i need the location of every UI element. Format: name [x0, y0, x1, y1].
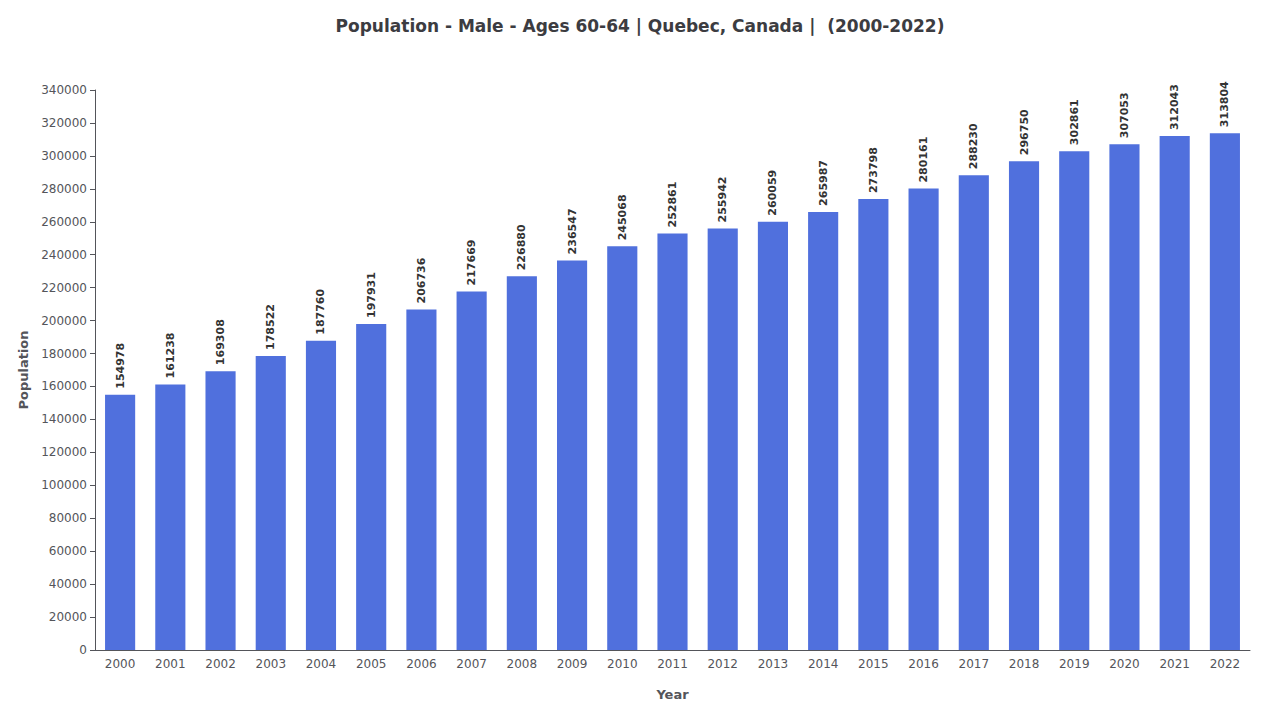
svg-text:2018: 2018: [1009, 657, 1040, 671]
svg-text:Population: Population: [16, 330, 31, 409]
svg-text:2009: 2009: [557, 657, 588, 671]
svg-text:220000: 220000: [41, 281, 87, 295]
svg-text:2008: 2008: [507, 657, 538, 671]
svg-text:80000: 80000: [49, 511, 87, 525]
svg-text:320000: 320000: [41, 116, 87, 130]
svg-text:20000: 20000: [49, 610, 87, 624]
svg-text:273798: 273798: [867, 147, 880, 193]
svg-text:180000: 180000: [41, 347, 87, 361]
svg-text:307053: 307053: [1118, 92, 1131, 138]
svg-text:197931: 197931: [365, 272, 378, 318]
svg-text:280000: 280000: [41, 182, 87, 196]
svg-text:0: 0: [79, 643, 87, 657]
svg-text:2010: 2010: [607, 657, 638, 671]
svg-text:2021: 2021: [1159, 657, 1190, 671]
svg-text:206736: 206736: [415, 257, 428, 303]
svg-text:240000: 240000: [41, 248, 87, 262]
svg-text:288230: 288230: [967, 123, 980, 169]
svg-text:2015: 2015: [858, 657, 889, 671]
svg-text:340000: 340000: [41, 83, 87, 97]
svg-text:236547: 236547: [566, 208, 579, 254]
svg-text:265987: 265987: [817, 160, 830, 206]
svg-text:2014: 2014: [808, 657, 839, 671]
svg-text:2012: 2012: [707, 657, 738, 671]
svg-text:312043: 312043: [1168, 84, 1181, 130]
svg-text:260000: 260000: [41, 215, 87, 229]
svg-text:2022: 2022: [1210, 657, 1241, 671]
svg-text:280161: 280161: [917, 137, 930, 183]
svg-text:255942: 255942: [716, 177, 729, 223]
svg-text:140000: 140000: [41, 412, 87, 426]
svg-text:2004: 2004: [306, 657, 337, 671]
svg-text:161238: 161238: [164, 332, 177, 378]
svg-text:Population - Male - Ages 60-64: Population - Male - Ages 60-64 | Quebec,…: [336, 16, 945, 36]
svg-text:302861: 302861: [1068, 99, 1081, 145]
svg-text:2006: 2006: [406, 657, 437, 671]
svg-text:120000: 120000: [41, 445, 87, 459]
svg-text:178522: 178522: [264, 304, 277, 350]
svg-text:2007: 2007: [456, 657, 487, 671]
svg-text:260059: 260059: [766, 170, 779, 216]
svg-text:2011: 2011: [657, 657, 688, 671]
svg-text:2020: 2020: [1109, 657, 1140, 671]
svg-text:296750: 296750: [1018, 109, 1031, 155]
svg-text:300000: 300000: [41, 149, 87, 163]
svg-text:40000: 40000: [49, 577, 87, 591]
svg-text:154978: 154978: [114, 343, 127, 389]
svg-text:160000: 160000: [41, 379, 87, 393]
svg-text:217669: 217669: [465, 240, 478, 286]
svg-text:2000: 2000: [105, 657, 136, 671]
svg-text:200000: 200000: [41, 314, 87, 328]
svg-text:169308: 169308: [214, 319, 227, 365]
svg-text:Year: Year: [655, 687, 689, 702]
svg-text:252861: 252861: [666, 182, 679, 228]
svg-text:313804: 313804: [1218, 81, 1231, 127]
svg-text:2001: 2001: [155, 657, 186, 671]
svg-text:2013: 2013: [758, 657, 789, 671]
svg-text:2019: 2019: [1059, 657, 1090, 671]
svg-text:100000: 100000: [41, 478, 87, 492]
svg-text:2003: 2003: [255, 657, 286, 671]
svg-text:245068: 245068: [616, 194, 629, 240]
svg-text:2017: 2017: [959, 657, 990, 671]
svg-text:60000: 60000: [49, 544, 87, 558]
svg-text:226880: 226880: [515, 224, 528, 270]
svg-text:2002: 2002: [205, 657, 236, 671]
svg-text:187760: 187760: [314, 288, 327, 334]
svg-text:2016: 2016: [908, 657, 939, 671]
svg-text:2005: 2005: [356, 657, 387, 671]
